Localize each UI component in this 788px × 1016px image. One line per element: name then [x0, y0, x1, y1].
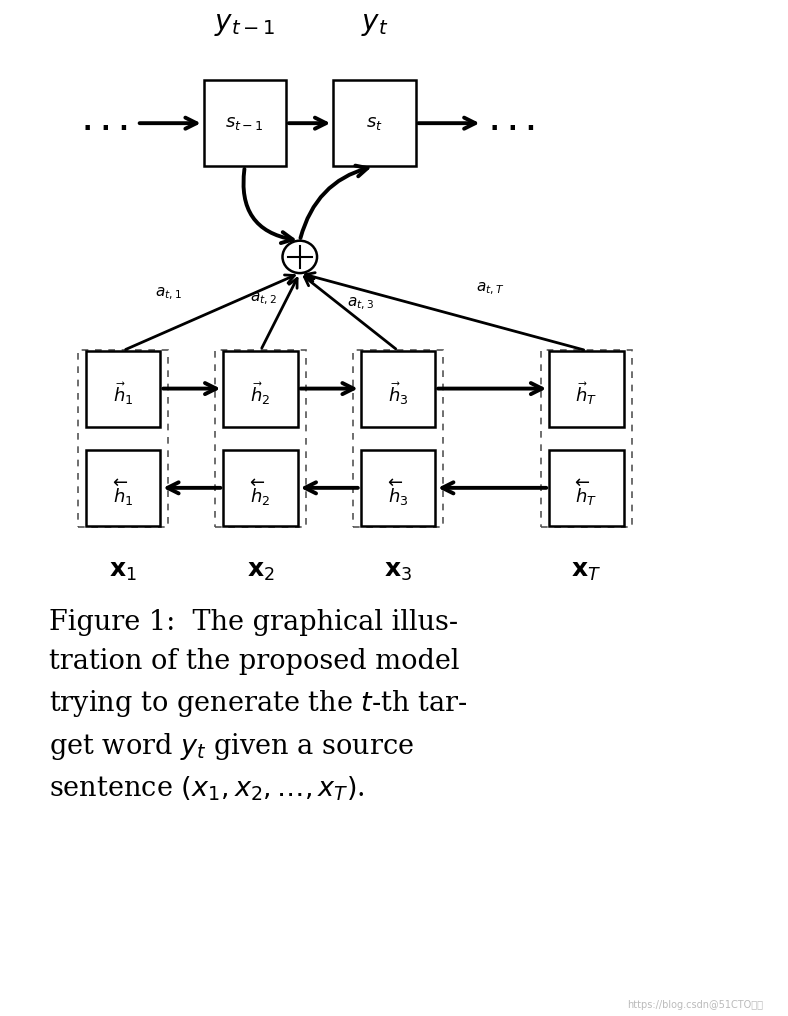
Text: $y_{t-1}$: $y_{t-1}$	[214, 9, 275, 38]
Text: . . .: . . .	[490, 111, 536, 135]
Text: . . .: . . .	[84, 111, 129, 135]
Bar	[549, 450, 623, 526]
Bar	[361, 450, 435, 526]
Text: $a_{t,3}$: $a_{t,3}$	[348, 296, 374, 312]
Text: $s_t$: $s_t$	[366, 114, 383, 132]
Bar	[215, 350, 306, 527]
Text: $\overleftarrow{h}_1$: $\overleftarrow{h}_1$	[113, 478, 133, 508]
Bar	[333, 80, 415, 167]
Bar	[549, 351, 623, 427]
Bar	[203, 80, 286, 167]
Bar	[223, 351, 298, 427]
Bar	[223, 450, 298, 526]
Text: $\mathbf{x}_T$: $\mathbf{x}_T$	[571, 559, 601, 583]
Bar	[86, 450, 161, 526]
Text: https://blog.csdn@51CTO博客: https://blog.csdn@51CTO博客	[627, 1000, 763, 1010]
Text: $\mathbf{x}_1$: $\mathbf{x}_1$	[110, 559, 137, 583]
Bar	[86, 351, 161, 427]
Text: $\overleftarrow{h}_2$: $\overleftarrow{h}_2$	[251, 478, 271, 508]
Bar	[78, 350, 169, 527]
Text: $\mathbf{x}_2$: $\mathbf{x}_2$	[247, 559, 274, 583]
Text: $a_{t,T}$: $a_{t,T}$	[476, 280, 504, 297]
Bar	[541, 350, 631, 527]
Text: Figure 1:  The graphical illus-
tration of the proposed model
trying to generate: Figure 1: The graphical illus- tration o…	[49, 610, 467, 803]
Text: $\mathbf{x}_3$: $\mathbf{x}_3$	[384, 559, 412, 583]
Bar	[361, 351, 435, 427]
Text: $a_{t,2}$: $a_{t,2}$	[250, 291, 277, 307]
Text: $\vec{h}_1$: $\vec{h}_1$	[113, 380, 133, 407]
Text: $\overleftarrow{h}_T$: $\overleftarrow{h}_T$	[575, 478, 597, 508]
Text: $\overleftarrow{h}_3$: $\overleftarrow{h}_3$	[388, 478, 408, 508]
Text: $\vec{h}_2$: $\vec{h}_2$	[251, 380, 271, 407]
Ellipse shape	[283, 241, 317, 273]
Bar	[353, 350, 443, 527]
Text: $\vec{h}_T$: $\vec{h}_T$	[575, 380, 597, 407]
Text: $\vec{h}_3$: $\vec{h}_3$	[388, 380, 408, 407]
Text: $y_t$: $y_t$	[361, 9, 388, 38]
Text: $a_{t,1}$: $a_{t,1}$	[155, 285, 181, 302]
Text: $s_{t-1}$: $s_{t-1}$	[225, 114, 264, 132]
